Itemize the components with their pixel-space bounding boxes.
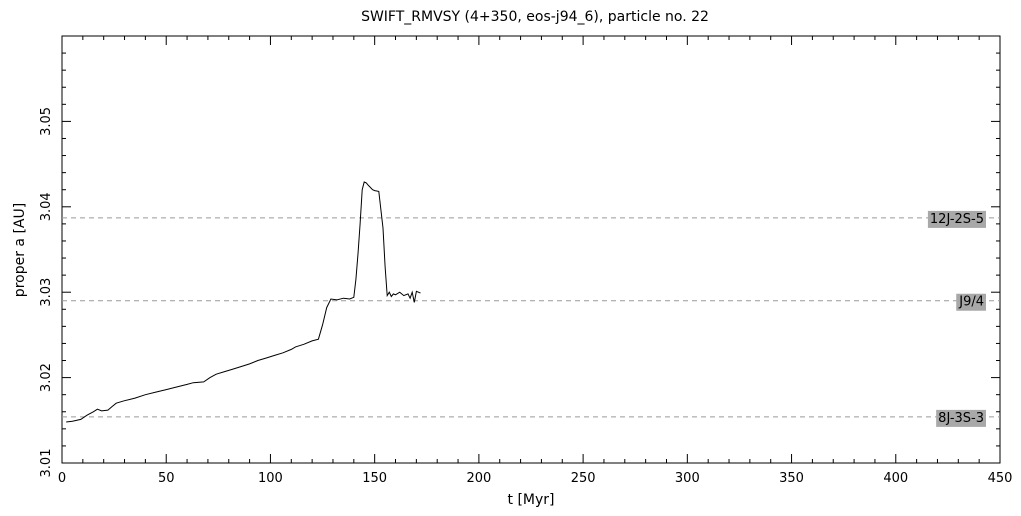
x-tick-label: 250 [571,471,596,486]
x-tick-label: 300 [675,471,700,486]
x-tick-label: 50 [158,471,175,486]
y-tick-label: 3.01 [39,449,54,478]
x-tick-label: 450 [988,471,1013,486]
resonance-label: J9/4 [958,295,984,310]
resonance-lines: 12J-2S-5 J9/4 8J-3S-3 [62,210,1000,427]
y-axis-label: proper a [AU] [12,203,28,297]
chart-title: SWIFT_RMVSY (4+350, eos-j94_6), particle… [361,9,709,25]
resonance-label-bg [956,293,986,311]
x-tick-label: 100 [258,471,283,486]
data-series [66,181,421,423]
resonance-label-bg [936,409,986,427]
resonance-label-bg [927,210,986,228]
axis-ticks [61,35,1001,464]
y-tick-label: 3.04 [39,192,54,221]
y-tick-label: 3.02 [39,363,54,392]
x-tick-label: 0 [58,471,66,486]
series-line-0 [66,181,421,423]
resonance-label: 12J-2S-5 [930,212,984,227]
plot-frame [61,35,1001,464]
x-axis-label: t [Myr] [508,492,555,508]
x-tick-label: 150 [362,471,387,486]
resonance-label: 8J-3S-3 [938,411,984,426]
y-tick-label: 3.05 [39,107,54,136]
x-tick-label: 200 [466,471,491,486]
x-tick-label: 400 [883,471,908,486]
tick-labels: 0 50 100 150 200 250 300 350 400 450 3.01 3.02 3.03 3… [39,107,1012,486]
x-tick-label: 350 [779,471,804,486]
y-tick-label: 3.03 [39,278,54,307]
